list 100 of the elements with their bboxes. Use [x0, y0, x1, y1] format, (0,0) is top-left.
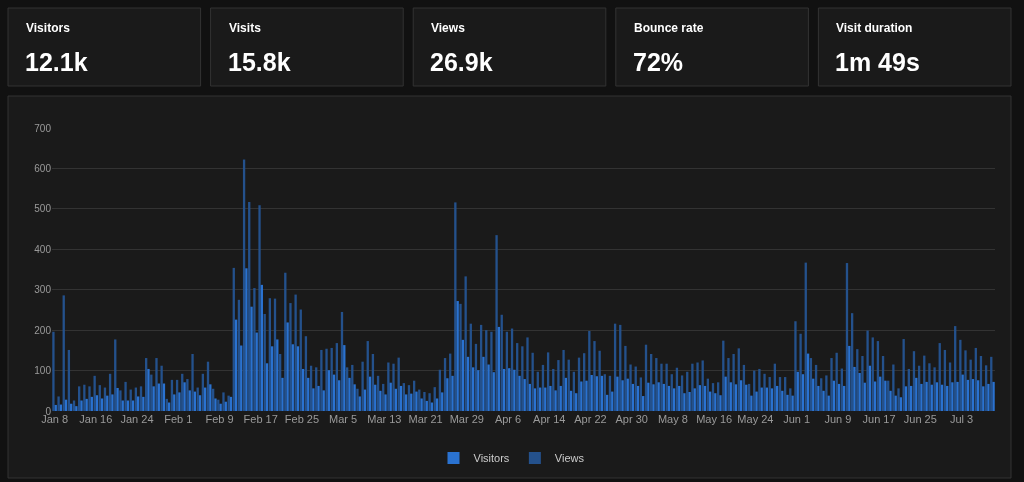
- x-tick-label: Feb 25: [284, 413, 320, 425]
- bar: [959, 339, 962, 411]
- bar: [750, 395, 753, 411]
- x-tick-label: Jul 3: [949, 413, 974, 425]
- bar: [964, 350, 967, 411]
- bar: [191, 354, 194, 411]
- bar: [933, 367, 936, 411]
- bar: [253, 288, 256, 411]
- bar: [758, 368, 761, 411]
- x-tick-label: Apr 6: [494, 413, 522, 425]
- bar: [853, 366, 856, 411]
- y-tick-label: 700: [34, 122, 52, 134]
- bar: [423, 392, 426, 411]
- text: 26.9k: [430, 48, 493, 76]
- bar: [825, 375, 828, 411]
- bar: [482, 356, 485, 411]
- bar: [88, 386, 91, 411]
- bar: [969, 359, 972, 411]
- x-tick-label: Mar 13: [367, 413, 402, 425]
- bar: [786, 394, 789, 411]
- legend-label: Views: [554, 452, 585, 465]
- bar: [312, 388, 315, 411]
- bar: [822, 390, 825, 411]
- bar: [531, 352, 534, 411]
- bar: [152, 386, 155, 411]
- bar: [294, 294, 297, 411]
- category-label: Visit duration: [836, 21, 913, 35]
- x-tick-label: Mar 21: [408, 413, 443, 425]
- bar: [250, 306, 253, 411]
- bar: [435, 398, 439, 411]
- bar: [799, 333, 802, 411]
- legend-label: Visitors: [473, 452, 510, 465]
- bar: [889, 390, 892, 411]
- text: 12.1k: [25, 48, 88, 76]
- x-tick-label: Mar 5: [329, 413, 358, 425]
- bar: [861, 356, 864, 411]
- bar: [724, 376, 727, 411]
- bar: [691, 363, 694, 411]
- bar: [245, 268, 248, 411]
- bar: [652, 384, 655, 411]
- bar: [495, 235, 498, 411]
- bar: [616, 376, 619, 411]
- bar: [526, 337, 529, 411]
- bar: [688, 392, 691, 411]
- x-tick-label: Jun 17: [862, 413, 896, 425]
- bar: [384, 394, 387, 411]
- x-tick-label: Jun 9: [824, 413, 852, 425]
- x-tick-label: Apr 14: [533, 413, 566, 425]
- bar: [794, 321, 797, 411]
- x-tick-label: Jun 1: [783, 413, 811, 425]
- bar: [155, 358, 158, 411]
- bar: [696, 362, 699, 411]
- bar: [585, 380, 588, 411]
- bar: [549, 385, 552, 411]
- category-label: Views: [431, 21, 466, 35]
- bar: [451, 375, 454, 411]
- y-tick-label: 300: [34, 284, 52, 296]
- bar: [320, 349, 323, 411]
- bar: [657, 382, 660, 411]
- bar: [126, 400, 130, 411]
- bar: [557, 360, 560, 411]
- bar: [719, 395, 722, 411]
- x-tick-label: Feb 9: [205, 413, 234, 425]
- bar: [147, 368, 150, 411]
- x-tick-label: Jun 25: [903, 413, 937, 425]
- bar: [361, 361, 364, 411]
- bar: [518, 375, 521, 411]
- bar: [356, 388, 359, 411]
- x-tick-label: Feb 1: [164, 413, 193, 425]
- x-tick-label: Jan 16: [79, 413, 113, 425]
- bar: [446, 378, 449, 411]
- bar: [222, 392, 225, 411]
- bar: [858, 373, 861, 411]
- x-tick-label: Apr 30: [615, 413, 648, 425]
- bar: [353, 384, 356, 411]
- bar: [286, 322, 289, 411]
- bar: [665, 363, 668, 411]
- x-tick-label: Jan 24: [120, 413, 154, 425]
- bar: [598, 350, 601, 411]
- bar: [660, 363, 663, 411]
- x-tick-label: May 24: [737, 413, 774, 425]
- bar: [219, 403, 222, 411]
- bar: [289, 303, 292, 411]
- bar: [258, 205, 261, 411]
- category-label: Bounce rate: [634, 21, 704, 35]
- bar: [521, 346, 524, 411]
- bar: [178, 392, 181, 411]
- bar: [920, 383, 923, 411]
- bar: [830, 358, 833, 411]
- bar: [131, 400, 135, 411]
- bar: [93, 375, 96, 411]
- bar: [817, 385, 820, 411]
- bar: [727, 358, 730, 411]
- y-tick-label: 400: [34, 243, 52, 255]
- text: 1m 49s: [835, 48, 920, 76]
- bar: [454, 202, 457, 411]
- bar: [629, 364, 632, 411]
- y-tick-label: 600: [34, 162, 52, 174]
- bar: [791, 395, 794, 411]
- bar: [420, 398, 423, 411]
